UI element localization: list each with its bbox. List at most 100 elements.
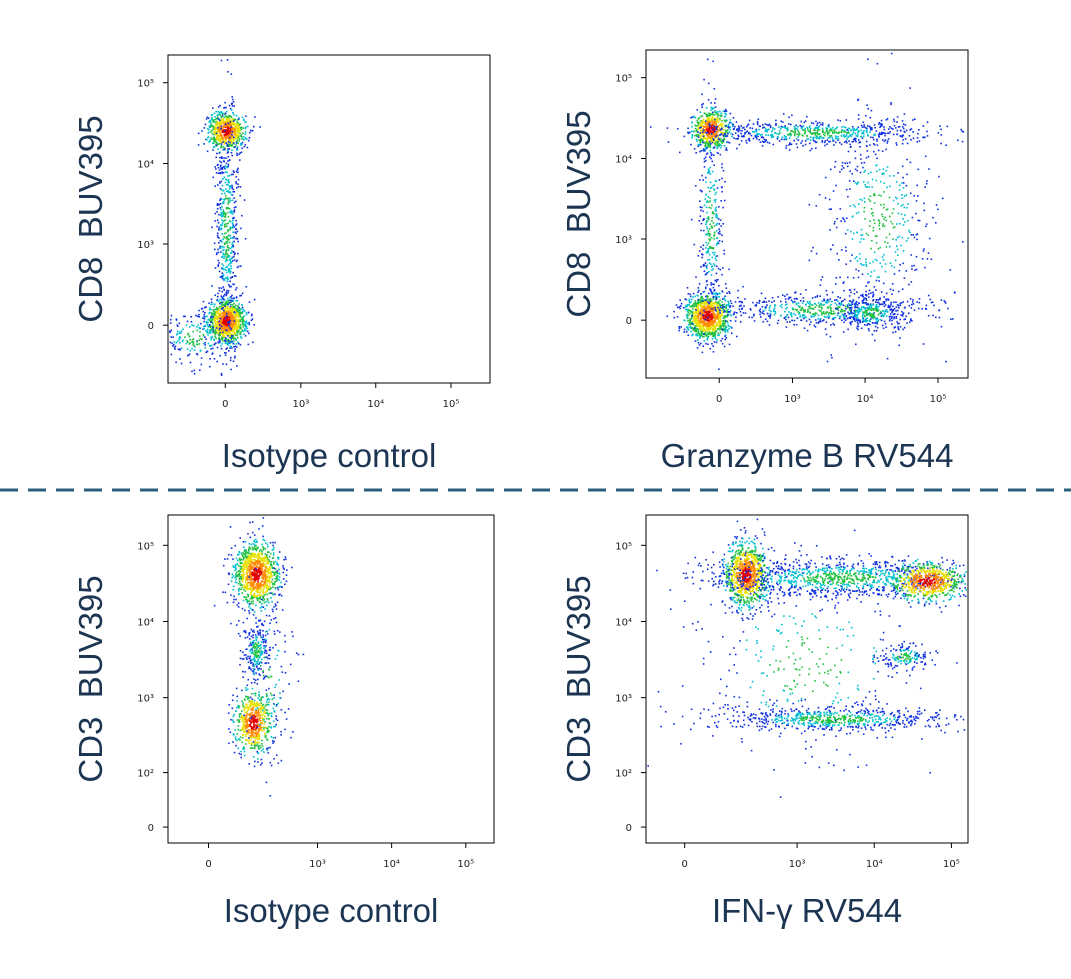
density-dot: [868, 125, 871, 128]
density-dot: [227, 201, 230, 203]
density-dot: [799, 316, 801, 318]
density-dot: [708, 144, 711, 146]
density-dot: [212, 331, 214, 334]
density-dot: [222, 214, 224, 216]
density-dot: [745, 131, 748, 133]
density-dot: [847, 127, 849, 130]
density-dot: [214, 325, 216, 327]
density-dot: [219, 321, 222, 323]
density-dot: [213, 140, 215, 143]
density-dot: [223, 134, 225, 136]
density-dot: [875, 130, 878, 132]
density-dot: [223, 140, 226, 143]
density-dot: [693, 327, 696, 329]
density-dot: [697, 305, 699, 307]
density-dot: [715, 303, 718, 305]
density-dot: [841, 126, 843, 128]
density-dot: [689, 319, 691, 322]
density-dot: [706, 124, 709, 126]
density-dot: [232, 121, 234, 124]
density-dot: [212, 309, 215, 312]
density-dot: [248, 332, 250, 335]
density-dot: [709, 113, 711, 115]
density-dot: [221, 342, 223, 345]
density-dot: [222, 215, 224, 217]
density-dot: [796, 317, 799, 319]
density-dot: [727, 324, 729, 326]
density-dot: [717, 137, 720, 140]
density-dot: [224, 223, 227, 225]
density-dot: [723, 316, 726, 319]
density-dot: [229, 307, 231, 310]
density-dot: [210, 344, 213, 347]
density-dot: [839, 141, 841, 144]
density-dot: [724, 299, 727, 302]
density-dot: [802, 145, 804, 147]
density-dot: [766, 130, 769, 133]
density-dot: [213, 142, 215, 144]
density-dot: [793, 125, 796, 128]
density-dot: [717, 111, 719, 113]
density-dot: [746, 124, 749, 127]
density-dot: [825, 300, 827, 302]
density-dot: [229, 335, 231, 337]
density-dot: [213, 317, 216, 319]
density-dot: [244, 328, 246, 330]
density-dot: [219, 240, 222, 242]
density-dot: [192, 342, 195, 345]
density-dot: [708, 145, 711, 147]
density-dot: [803, 311, 805, 313]
density-dot: [245, 312, 248, 314]
density-dot: [225, 197, 227, 199]
density-dot: [199, 337, 202, 340]
density-dot: [908, 135, 911, 137]
density-dot: [728, 290, 730, 293]
density-dot: [801, 134, 803, 136]
density-dot: [697, 134, 700, 137]
density-dot: [188, 335, 191, 338]
density-dot: [237, 167, 239, 170]
density-dot: [223, 176, 226, 178]
density-dot: [697, 136, 700, 138]
density-dot: [711, 115, 714, 118]
density-dot: [687, 314, 689, 317]
density-dot: [233, 314, 236, 316]
density-dot: [231, 241, 234, 244]
density-dot: [722, 317, 725, 319]
density-dot: [216, 114, 219, 116]
density-dot: [213, 119, 215, 121]
density-dot: [221, 138, 224, 140]
density-dot: [893, 301, 895, 304]
density-dot: [230, 285, 232, 288]
density-dot: [912, 303, 915, 305]
density-dot: [754, 135, 757, 138]
density-dot: [778, 133, 780, 135]
density-dot: [227, 244, 229, 247]
density-dot: [897, 304, 900, 307]
density-dot: [830, 310, 832, 312]
density-dot: [227, 310, 230, 313]
density-dot: [216, 360, 218, 363]
density-dot: [218, 203, 220, 206]
density-dot: [781, 136, 784, 139]
density-dot: [710, 312, 713, 315]
density-dot: [219, 138, 222, 140]
density-dot: [700, 310, 703, 313]
density-dot: [227, 132, 230, 134]
density-dot: [243, 333, 245, 335]
density-dot: [228, 284, 230, 286]
density-dot: [830, 129, 833, 131]
density-dot: [849, 310, 852, 312]
density-dot: [696, 121, 699, 123]
density-dot: [775, 119, 777, 122]
density-dot: [699, 312, 702, 315]
density-dot: [730, 132, 732, 135]
density-dot: [707, 320, 710, 322]
density-dot: [238, 319, 240, 322]
density-dot: [715, 132, 718, 135]
density-dot: [236, 152, 238, 155]
density-dot: [718, 316, 721, 318]
density-dot: [816, 132, 818, 134]
density-dot: [855, 140, 857, 143]
density-dot: [712, 138, 714, 140]
